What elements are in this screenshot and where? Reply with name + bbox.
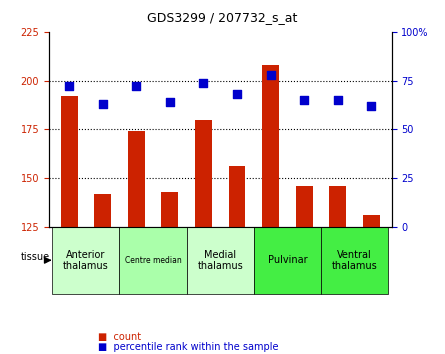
Bar xyxy=(195,120,212,227)
Text: Medial
thalamus: Medial thalamus xyxy=(198,250,243,271)
Text: Centre median: Centre median xyxy=(125,256,182,265)
Point xyxy=(65,84,73,89)
FancyBboxPatch shape xyxy=(53,227,120,294)
Point xyxy=(334,97,341,103)
Text: Pulvinar: Pulvinar xyxy=(267,255,307,265)
Bar xyxy=(162,192,178,227)
Text: Anterior
thalamus: Anterior thalamus xyxy=(63,250,109,271)
Point xyxy=(133,84,140,89)
Point xyxy=(99,101,106,107)
Bar xyxy=(61,96,77,227)
Bar xyxy=(296,186,313,227)
Text: ■  count: ■ count xyxy=(98,332,141,342)
Bar xyxy=(329,186,346,227)
Point xyxy=(166,99,174,105)
FancyBboxPatch shape xyxy=(187,227,254,294)
Bar xyxy=(94,194,111,227)
Bar xyxy=(128,131,145,227)
Point xyxy=(267,72,274,78)
Bar xyxy=(363,215,380,227)
Bar xyxy=(262,65,279,227)
Text: ■  percentile rank within the sample: ■ percentile rank within the sample xyxy=(98,342,279,353)
Text: GDS3299 / 207732_s_at: GDS3299 / 207732_s_at xyxy=(147,11,298,24)
Point xyxy=(368,103,375,109)
Text: tissue: tissue xyxy=(20,252,50,262)
Point xyxy=(301,97,308,103)
Point xyxy=(234,91,241,97)
FancyBboxPatch shape xyxy=(120,227,187,294)
Point xyxy=(200,80,207,85)
FancyBboxPatch shape xyxy=(254,227,321,294)
Text: Ventral
thalamus: Ventral thalamus xyxy=(332,250,377,271)
FancyBboxPatch shape xyxy=(321,227,388,294)
Bar xyxy=(229,166,246,227)
